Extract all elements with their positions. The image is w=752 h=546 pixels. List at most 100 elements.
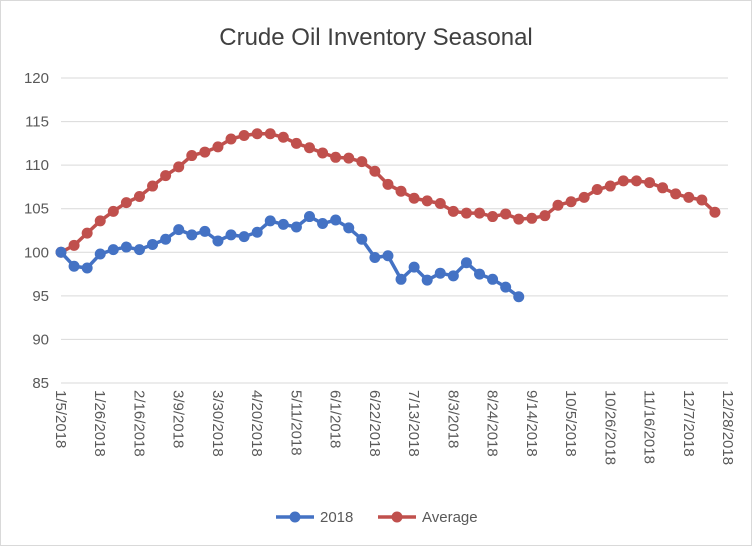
- data-point: [617, 175, 629, 187]
- data-point: [277, 131, 289, 143]
- data-point: [107, 205, 119, 217]
- legend-item-2018: 2018: [276, 509, 353, 526]
- y-tick-label: 90: [32, 331, 49, 348]
- data-point: [186, 150, 198, 162]
- x-tick-label: 10/5/2018: [562, 390, 579, 457]
- data-point: [330, 214, 342, 226]
- chart-title: Crude Oil Inventory Seasonal: [219, 24, 533, 51]
- x-tick-label: 8/24/2018: [484, 390, 501, 457]
- y-tick-label: 120: [24, 70, 49, 87]
- series-line: [60, 132, 717, 254]
- data-point: [81, 262, 93, 274]
- data-point: [173, 161, 185, 173]
- data-point: [251, 128, 263, 140]
- data-point: [578, 191, 590, 203]
- data-point: [408, 192, 420, 204]
- legend-item-average: Average: [378, 509, 478, 526]
- data-point: [356, 156, 368, 168]
- data-point: [657, 182, 669, 194]
- data-point: [225, 229, 237, 241]
- data-point: [277, 218, 289, 230]
- data-point: [460, 257, 472, 269]
- data-point: [500, 208, 512, 220]
- data-point: [160, 170, 172, 182]
- series-line: [59, 214, 520, 299]
- x-tick-label: 1/5/2018: [52, 390, 69, 448]
- series-layer: [55, 128, 721, 303]
- y-tick-label: 110: [25, 157, 49, 174]
- y-tick-label: 85: [32, 375, 49, 392]
- data-point: [604, 180, 616, 192]
- data-point: [133, 191, 145, 203]
- x-tick-label: 10/26/2018: [601, 390, 618, 465]
- data-point: [630, 175, 642, 187]
- x-tick-label: 6/22/2018: [366, 390, 383, 457]
- data-point: [212, 235, 224, 247]
- x-tick-label: 2/16/2018: [130, 390, 147, 457]
- x-tick-label: 7/13/2018: [405, 390, 422, 457]
- data-point: [133, 244, 145, 256]
- data-point: [382, 178, 394, 190]
- data-point: [434, 267, 446, 279]
- data-point: [264, 128, 276, 140]
- data-point: [369, 252, 381, 264]
- data-point: [81, 227, 93, 239]
- data-point: [317, 147, 329, 159]
- data-point: [447, 270, 459, 282]
- x-tick-label: 8/3/2018: [444, 390, 461, 448]
- data-point: [225, 133, 237, 145]
- x-axis-ticks: 1/5/2018 1/26/2018 2/16/2018 3/9/2018 3/30/2…: [52, 390, 736, 465]
- data-point: [434, 197, 446, 209]
- legend-swatch-marker: [289, 511, 301, 523]
- data-point: [330, 151, 342, 163]
- data-point: [421, 274, 433, 286]
- data-point: [212, 141, 224, 153]
- data-point: [382, 250, 394, 262]
- legend-label: Average: [422, 509, 478, 526]
- data-point: [343, 222, 355, 234]
- data-point: [500, 281, 512, 293]
- y-tick-label: 115: [25, 114, 49, 131]
- data-point: [343, 152, 355, 164]
- data-point: [290, 137, 302, 149]
- data-point: [238, 231, 250, 243]
- data-point: [474, 207, 486, 219]
- data-point: [199, 146, 211, 158]
- data-point: [565, 196, 577, 208]
- x-tick-label: 12/7/2018: [680, 390, 697, 457]
- x-tick-label: 9/14/2018: [523, 390, 540, 457]
- data-point: [68, 260, 80, 272]
- data-point: [395, 273, 407, 285]
- data-point: [317, 218, 329, 230]
- data-point: [526, 212, 538, 224]
- y-tick-label: 100: [24, 244, 49, 261]
- data-point: [356, 233, 368, 245]
- series-2018: [55, 211, 525, 303]
- legend: 2018 Average: [276, 509, 478, 526]
- data-point: [395, 185, 407, 197]
- data-point: [55, 246, 67, 258]
- data-point: [147, 180, 159, 192]
- data-point: [251, 226, 263, 238]
- data-point: [591, 184, 603, 196]
- data-point: [513, 291, 525, 303]
- data-point: [94, 215, 106, 227]
- data-point: [186, 229, 198, 241]
- data-point: [173, 224, 185, 236]
- y-axis-ticks: 85 90 95 100 105 110 115 120: [24, 70, 49, 392]
- x-tick-label: 4/20/2018: [248, 390, 265, 457]
- y-tick-label: 95: [32, 288, 49, 305]
- data-point: [539, 210, 551, 222]
- data-point: [290, 221, 302, 233]
- data-point: [460, 207, 472, 219]
- x-tick-label: 3/9/2018: [170, 390, 187, 448]
- data-point: [709, 206, 721, 218]
- data-point: [474, 268, 486, 280]
- data-point: [421, 195, 433, 207]
- x-tick-label: 1/26/2018: [91, 390, 108, 457]
- x-tick-label: 5/11/2018: [287, 390, 304, 456]
- legend-swatch-marker: [391, 511, 403, 523]
- x-tick-label: 11/16/2018: [641, 390, 658, 464]
